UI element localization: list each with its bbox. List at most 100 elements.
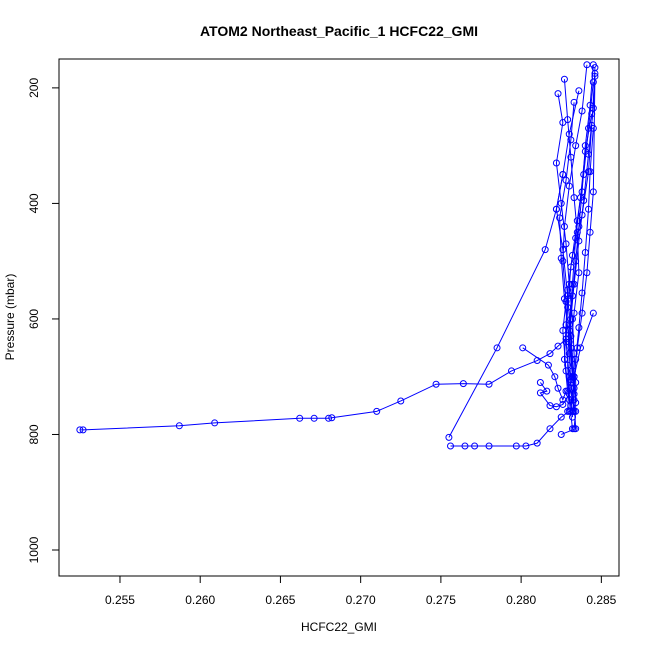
data-point xyxy=(543,387,551,395)
data-point xyxy=(536,389,544,397)
series-17 xyxy=(536,376,575,411)
data-point xyxy=(580,197,588,205)
y-tick-label: 600 xyxy=(27,309,41,329)
data-point xyxy=(79,426,87,434)
data-point xyxy=(507,367,515,375)
data-point xyxy=(578,309,586,317)
data-point xyxy=(589,188,597,196)
series-15 xyxy=(445,171,567,441)
data-point xyxy=(557,413,565,421)
data-point xyxy=(562,321,570,329)
series-line xyxy=(450,410,570,447)
data-point xyxy=(554,342,562,350)
data-point xyxy=(575,324,583,332)
data-point xyxy=(575,237,583,245)
data-point xyxy=(471,442,479,450)
data-point xyxy=(589,124,597,132)
series-line xyxy=(522,312,594,402)
x-axis: 0.255 0.260 0.265 0.270 0.275 0.280 0.285 xyxy=(105,575,617,607)
y-tick-label: 400 xyxy=(27,193,41,213)
data-point xyxy=(565,390,573,398)
data-point xyxy=(493,344,501,352)
data-point xyxy=(325,414,333,422)
x-tick-label: 0.280 xyxy=(506,593,536,607)
data-point xyxy=(570,194,578,202)
series-line xyxy=(563,73,596,412)
data-point xyxy=(485,442,493,450)
data-point xyxy=(570,407,578,415)
plot-area xyxy=(76,61,599,450)
x-tick-label: 0.255 xyxy=(105,593,135,607)
data-point xyxy=(296,414,304,422)
data-point xyxy=(310,414,318,422)
data-point xyxy=(175,422,183,430)
y-tick-label: 1000 xyxy=(27,536,41,563)
data-point xyxy=(76,426,84,434)
x-tick-label: 0.270 xyxy=(346,593,376,607)
data-point xyxy=(560,295,568,303)
series-line xyxy=(555,90,580,412)
x-tick-label: 0.265 xyxy=(265,593,295,607)
y-axis: 200 400 600 800 1000 xyxy=(27,78,60,563)
series-line xyxy=(448,174,564,438)
x-axis-label: HCFC22_GMI xyxy=(301,620,377,634)
data-point xyxy=(556,214,564,222)
data-point xyxy=(461,442,469,450)
data-point xyxy=(568,251,576,259)
data-point xyxy=(567,376,575,384)
y-tick-label: 800 xyxy=(27,424,41,444)
series-line xyxy=(568,67,596,412)
data-point xyxy=(583,269,591,277)
data-point xyxy=(575,87,583,95)
data-point xyxy=(544,361,552,369)
data-point xyxy=(459,380,467,388)
data-point xyxy=(567,315,575,323)
data-point xyxy=(572,142,580,150)
data-point xyxy=(546,425,554,433)
data-point xyxy=(554,90,562,98)
data-point xyxy=(564,286,572,294)
data-point xyxy=(568,425,576,433)
data-point xyxy=(551,373,559,381)
data-point xyxy=(512,442,520,450)
data-point xyxy=(485,380,493,388)
data-point xyxy=(570,280,578,288)
y-tick-label: 200 xyxy=(27,78,41,98)
data-point xyxy=(536,378,544,386)
series-line xyxy=(573,76,596,403)
data-point xyxy=(572,399,580,407)
data-point xyxy=(541,246,549,254)
data-point xyxy=(575,269,583,277)
data-point xyxy=(552,205,560,213)
data-point xyxy=(583,61,591,69)
data-point xyxy=(564,116,572,124)
data-point xyxy=(519,344,527,352)
data-point xyxy=(570,390,578,398)
series-line xyxy=(559,102,575,377)
data-point xyxy=(211,419,219,427)
data-point xyxy=(546,350,554,358)
data-point xyxy=(373,407,381,415)
data-point xyxy=(557,430,565,438)
data-point xyxy=(554,384,562,392)
data-point xyxy=(565,182,573,190)
data-point xyxy=(570,98,578,106)
data-point xyxy=(447,442,455,450)
series-14 xyxy=(519,309,597,404)
data-point xyxy=(578,289,586,297)
x-tick-label: 0.260 xyxy=(185,593,215,607)
data-point xyxy=(559,400,567,408)
series-layer xyxy=(76,61,599,450)
data-point xyxy=(562,176,570,184)
data-point xyxy=(560,223,568,231)
data-point xyxy=(522,442,530,450)
x-tick-label: 0.275 xyxy=(426,593,456,607)
plot-frame xyxy=(58,58,620,577)
data-point xyxy=(591,72,599,80)
data-point xyxy=(552,403,560,411)
data-point xyxy=(432,380,440,388)
data-point xyxy=(562,335,570,343)
data-point xyxy=(562,240,570,248)
data-point xyxy=(589,104,597,112)
